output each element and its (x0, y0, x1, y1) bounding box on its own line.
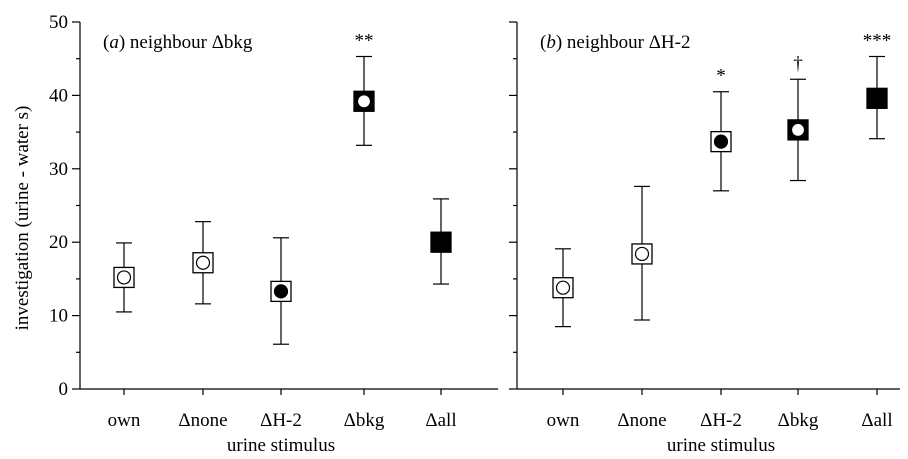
y-tick-label: 30 (49, 159, 68, 180)
data-point-circle (195, 255, 211, 270)
data-point-circle (356, 94, 372, 109)
data-point-circle (634, 246, 650, 262)
x-tick-label: own (108, 410, 141, 431)
x-tick-label: own (547, 410, 580, 431)
x-tick-label: Δnone (178, 410, 227, 431)
x-axis-label: urine stimulus (667, 435, 775, 456)
data-point-square (430, 231, 452, 253)
y-tick-label: 0 (59, 379, 69, 400)
x-tick-label: Δbkg (778, 410, 819, 431)
y-tick-label: 10 (49, 306, 68, 327)
x-tick-label: ΔH-2 (700, 410, 742, 431)
significance-annotation: † (793, 53, 803, 74)
data-point-square (866, 87, 888, 109)
x-axis-label: urine stimulus (227, 435, 335, 456)
y-axis-label: investigation (urine - water s) (12, 106, 33, 331)
panel-b: own Δnone ΔH-2 Δbkg Δall urine stimulus (b) ne… (509, 21, 900, 456)
panel-title: (b) neighbour ΔH-2 (540, 32, 690, 53)
panel-a: 0 10 20 30 40 50 own Δnone ΔH-2 Δbkg Δall urine sti… (49, 12, 498, 456)
x-tick-label: ΔH-2 (260, 410, 302, 431)
data-point-circle (713, 134, 729, 149)
y-tick-label: 40 (49, 85, 68, 106)
data-point-circle (555, 280, 571, 295)
significance-annotation: *** (863, 30, 892, 51)
x-tick-label: Δall (425, 410, 456, 431)
x-tick-label: Δall (861, 410, 892, 431)
y-tick-label: 50 (49, 12, 68, 33)
significance-annotation: ** (355, 30, 374, 51)
y-tick-label: 20 (49, 232, 68, 253)
data-point-circle (790, 122, 806, 137)
data-point-circle (273, 284, 289, 299)
x-tick-label: Δbkg (344, 410, 385, 431)
significance-annotation: * (716, 66, 726, 87)
data-point-circle (116, 270, 132, 285)
x-tick-label: Δnone (617, 410, 666, 431)
panel-title: (a) neighbour Δbkg (103, 32, 253, 53)
